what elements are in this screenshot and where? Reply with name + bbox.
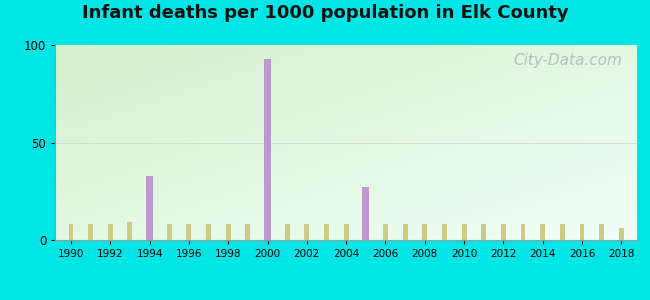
Bar xyxy=(88,224,93,240)
Bar xyxy=(422,224,427,240)
Bar xyxy=(383,224,388,240)
Bar xyxy=(481,224,486,240)
Bar xyxy=(108,224,112,240)
Bar xyxy=(383,224,388,240)
Bar xyxy=(265,224,270,240)
Bar xyxy=(285,224,290,240)
Bar xyxy=(167,224,172,240)
Bar xyxy=(226,224,231,240)
Bar xyxy=(187,224,191,240)
Bar xyxy=(206,224,211,240)
Bar xyxy=(147,224,152,240)
Bar xyxy=(68,224,73,240)
Bar xyxy=(206,224,211,240)
Bar xyxy=(619,228,624,240)
Bar xyxy=(167,224,172,240)
Bar xyxy=(187,224,191,240)
Bar xyxy=(560,224,565,240)
Bar xyxy=(127,222,133,240)
Bar xyxy=(246,224,250,240)
Bar xyxy=(363,224,369,240)
Bar xyxy=(462,224,467,240)
Bar xyxy=(362,187,369,240)
Bar xyxy=(580,224,584,240)
Bar xyxy=(108,224,112,240)
Bar xyxy=(246,224,250,240)
Bar xyxy=(264,58,271,240)
Bar xyxy=(147,224,152,240)
Bar xyxy=(324,224,329,240)
Bar xyxy=(540,224,545,240)
Bar xyxy=(580,224,584,240)
Bar xyxy=(442,224,447,240)
Bar xyxy=(88,224,93,240)
Bar xyxy=(599,224,604,240)
Bar xyxy=(402,224,408,240)
Bar xyxy=(363,224,369,240)
Bar xyxy=(344,224,348,240)
Bar xyxy=(560,224,565,240)
Bar xyxy=(285,224,290,240)
Bar xyxy=(68,224,73,240)
Bar xyxy=(402,224,408,240)
Bar xyxy=(501,224,506,240)
Bar xyxy=(146,176,153,240)
Bar xyxy=(226,224,231,240)
Bar xyxy=(127,222,133,240)
Bar xyxy=(619,228,624,240)
Bar xyxy=(501,224,506,240)
Bar xyxy=(344,224,348,240)
Bar xyxy=(265,224,270,240)
Bar xyxy=(304,224,309,240)
Bar xyxy=(521,224,525,240)
Text: Infant deaths per 1000 population in Elk County: Infant deaths per 1000 population in Elk… xyxy=(82,4,568,22)
Bar xyxy=(304,224,309,240)
Bar xyxy=(599,224,604,240)
Bar xyxy=(481,224,486,240)
Bar xyxy=(324,224,329,240)
Bar xyxy=(462,224,467,240)
Bar xyxy=(521,224,525,240)
Bar xyxy=(442,224,447,240)
Bar xyxy=(422,224,427,240)
Text: City-Data.com: City-Data.com xyxy=(514,53,623,68)
Bar xyxy=(540,224,545,240)
